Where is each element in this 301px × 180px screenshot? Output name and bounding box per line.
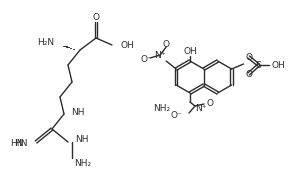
- Text: OH: OH: [272, 60, 285, 69]
- Text: HN: HN: [11, 140, 24, 148]
- Text: NH₂: NH₂: [74, 159, 91, 168]
- Text: N⁺: N⁺: [154, 51, 166, 60]
- Text: NH₂: NH₂: [153, 103, 170, 112]
- Text: NH: NH: [75, 134, 88, 143]
- Text: N⁺: N⁺: [195, 103, 206, 112]
- Text: O⁻: O⁻: [140, 55, 152, 64]
- Text: H₂N: H₂N: [37, 37, 54, 46]
- Text: O: O: [207, 98, 214, 107]
- Text: O: O: [245, 53, 252, 62]
- Text: O: O: [245, 69, 252, 78]
- Text: NH: NH: [71, 107, 85, 116]
- Text: O: O: [163, 39, 170, 48]
- Text: O⁻: O⁻: [170, 111, 182, 120]
- Text: S: S: [256, 60, 262, 69]
- Text: O: O: [92, 12, 100, 21]
- Text: HN: HN: [14, 140, 28, 148]
- Text: OH: OH: [183, 46, 197, 55]
- Text: OH: OH: [121, 40, 135, 50]
